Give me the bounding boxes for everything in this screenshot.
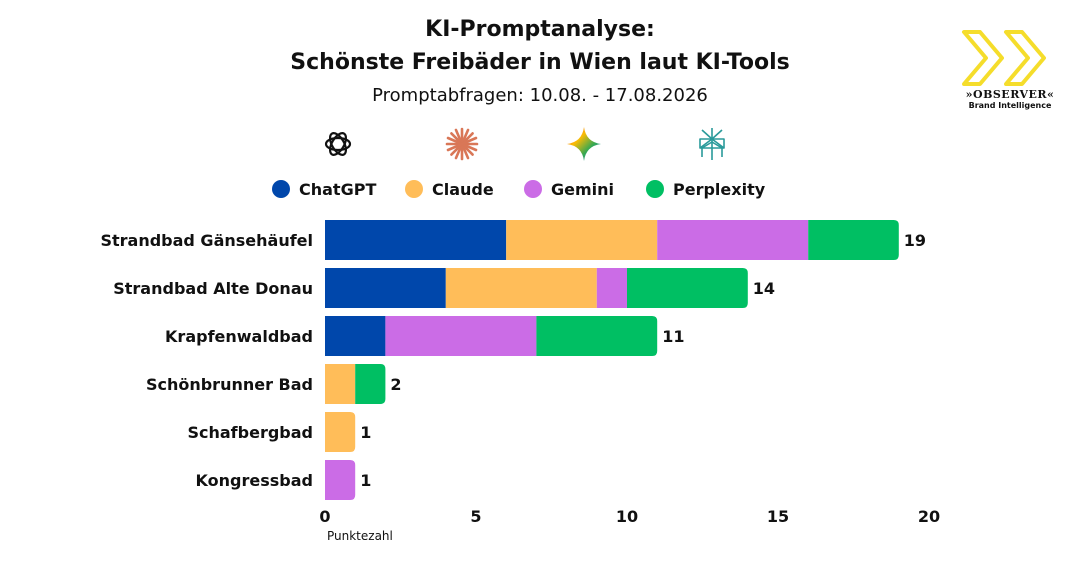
- total-label-krapfenwaldbad: 11: [662, 327, 684, 346]
- bar-krapfenwaldbad-gemini: [385, 316, 537, 356]
- chatgpt-logo-icon: [324, 132, 352, 156]
- legend-item-chatgpt: ChatGPT: [272, 177, 376, 201]
- total-label-strandbad-alte-donau: 14: [753, 279, 775, 298]
- category-label-strandbad-alte-donau: Strandbad Alte Donau: [113, 279, 313, 298]
- chart-title-line-1: KI-Promptanalyse:: [425, 17, 655, 42]
- legend-swatch-chatgpt: [272, 180, 290, 198]
- bar-kongressbad-gemini: [325, 460, 356, 500]
- stacked-bar-chart: Strandbad Gänsehäufel 19 Strandbad Alte Do…: [100, 220, 940, 543]
- x-axis-label: Punktezahl: [327, 529, 393, 543]
- category-label-schafbergbad: Schafbergbad: [187, 423, 313, 442]
- x-tick-label-20: 20: [918, 507, 940, 526]
- chart-legend: ChatGPT Claude Gemini Perplexity: [0, 177, 1080, 201]
- bar-schonbrunner-bad-perplexity: [355, 364, 386, 404]
- total-label-kongressbad: 1: [360, 471, 371, 490]
- total-label-schafbergbad: 1: [360, 423, 371, 442]
- x-tick-label-15: 15: [767, 507, 789, 526]
- category-label-strandbad-gansehaufel: Strandbad Gänsehäufel: [100, 231, 313, 250]
- claude-logo-icon: [445, 127, 479, 161]
- perplexity-logo-icon: [699, 128, 725, 160]
- bar-schonbrunner-bad-claude: [325, 364, 356, 404]
- bar-strandbad-gansehaufel-chatgpt: [325, 220, 507, 260]
- legend-item-perplexity: Perplexity: [646, 177, 765, 201]
- bar-strandbad-gansehaufel-perplexity: [808, 220, 899, 260]
- legend-label-perplexity: Perplexity: [673, 179, 766, 199]
- brand-name: »OBSERVER«: [965, 88, 1055, 101]
- legend-swatch-perplexity: [646, 180, 664, 198]
- x-tick-label-0: 0: [319, 507, 330, 526]
- bar-strandbad-gansehaufel-claude: [506, 220, 658, 260]
- legend-label-claude: Claude: [432, 179, 494, 199]
- x-tick-label-10: 10: [616, 507, 638, 526]
- legend-swatch-claude: [405, 180, 423, 198]
- observer-logo-icon: [962, 30, 1046, 86]
- category-label-schonbrunner-bad: Schönbrunner Bad: [146, 375, 313, 394]
- bar-strandbad-gansehaufel-gemini: [657, 220, 809, 260]
- category-label-krapfenwaldbad: Krapfenwaldbad: [165, 327, 313, 346]
- legend-label-chatgpt: ChatGPT: [299, 179, 377, 199]
- gemini-logo-icon: [567, 127, 601, 161]
- legend-item-claude: Claude: [405, 177, 494, 201]
- total-label-strandbad-gansehaufel: 19: [904, 231, 926, 250]
- bar-strandbad-alte-donau-perplexity: [627, 268, 748, 308]
- chart-subtitle: Promptabfragen: 10.08. - 17.08.2026: [372, 85, 708, 106]
- category-label-kongressbad: Kongressbad: [196, 471, 313, 490]
- total-label-schonbrunner-bad: 2: [390, 375, 401, 394]
- bar-schafbergbad-claude: [325, 412, 356, 452]
- x-tick-label-5: 5: [470, 507, 481, 526]
- bar-strandbad-alte-donau-claude: [445, 268, 597, 308]
- bar-strandbad-alte-donau-chatgpt: [325, 268, 446, 308]
- legend-swatch-gemini: [524, 180, 542, 198]
- bar-krapfenwaldbad-perplexity: [536, 316, 658, 356]
- legend-item-gemini: Gemini: [524, 177, 614, 201]
- bar-strandbad-alte-donau-gemini: [596, 268, 627, 308]
- chart-title-line-2: Schönste Freibäder in Wien laut KI-Tools: [290, 50, 790, 75]
- brand-tagline: Brand Intelligence: [968, 101, 1052, 110]
- bar-krapfenwaldbad-chatgpt: [325, 316, 386, 356]
- legend-label-gemini: Gemini: [551, 179, 615, 199]
